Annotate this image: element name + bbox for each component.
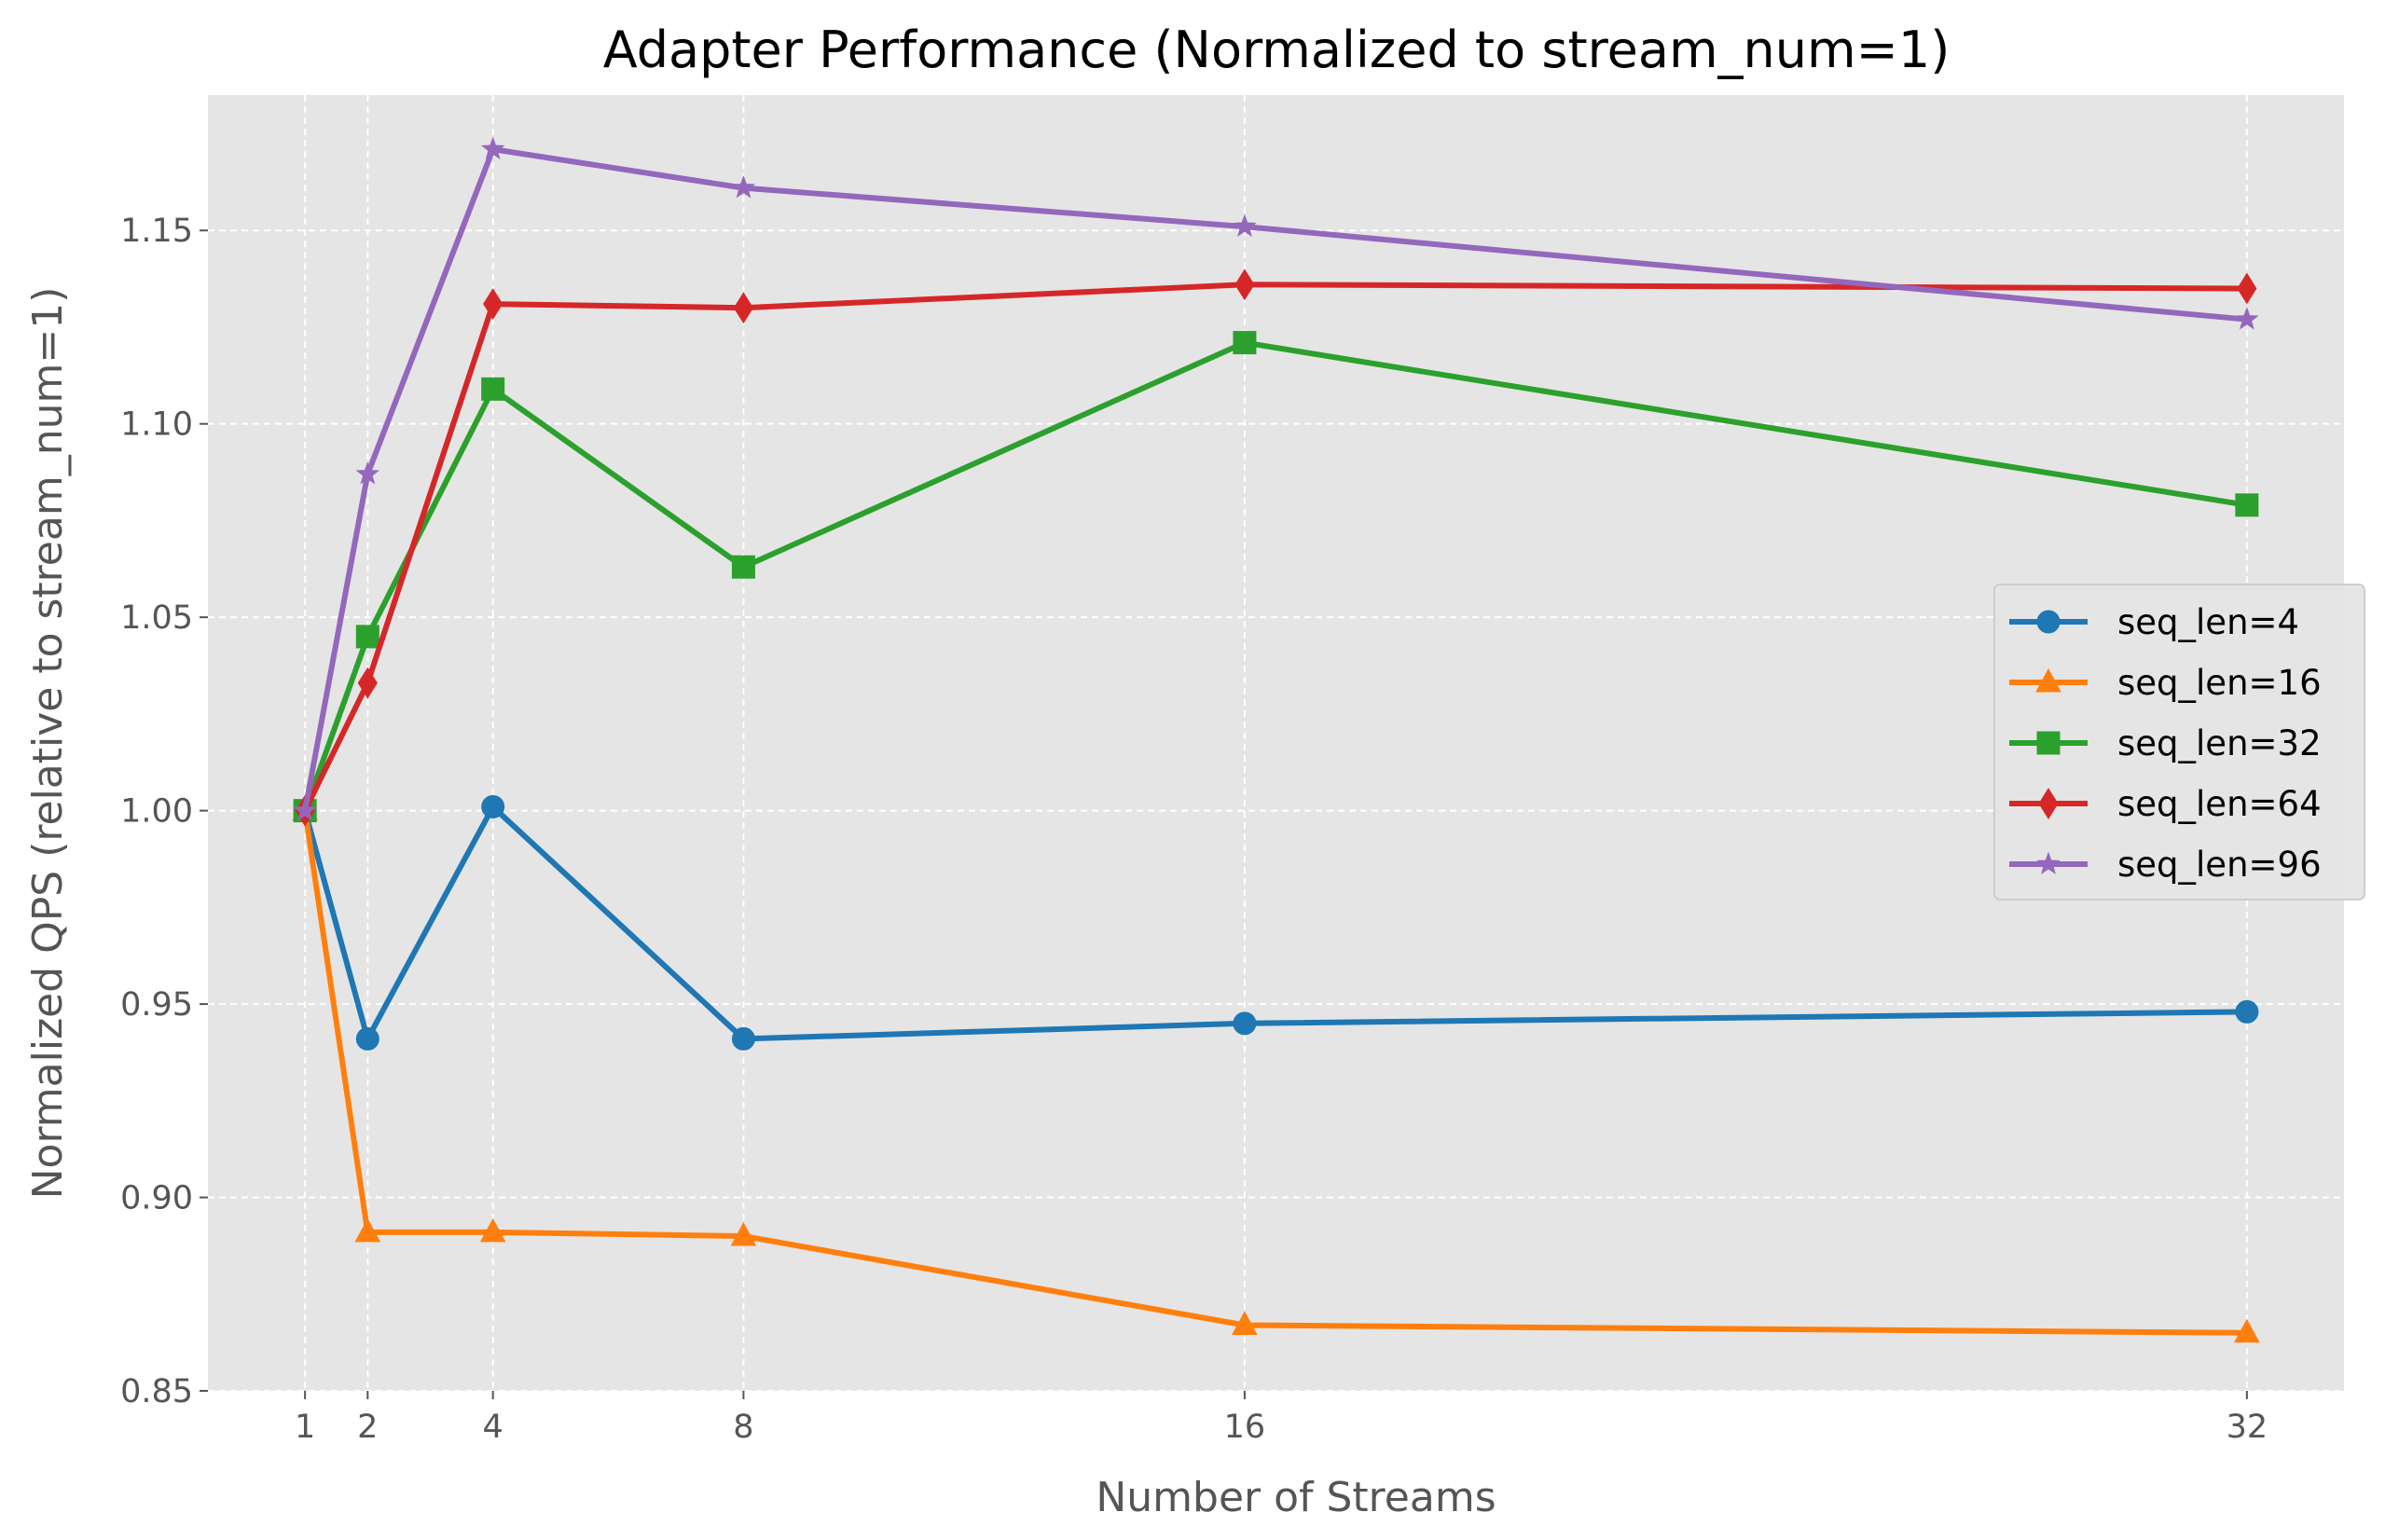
legend-label: seq_len=32 xyxy=(2117,723,2322,763)
data-point xyxy=(1234,268,1255,301)
data-point xyxy=(483,288,503,321)
series-line xyxy=(302,807,2250,1336)
y-tick-label: 0.85 xyxy=(120,1373,193,1410)
data-point xyxy=(479,1217,506,1243)
series-line xyxy=(302,146,2250,814)
plot-background xyxy=(208,95,2344,1391)
data-point xyxy=(1233,331,1257,355)
data-point xyxy=(731,175,756,199)
data-point xyxy=(2235,307,2259,330)
data-point xyxy=(481,794,505,818)
legend-label: seq_len=64 xyxy=(2117,784,2322,824)
x-tick-label: 1 xyxy=(295,1409,315,1446)
data-point xyxy=(354,1217,381,1243)
legend-label: seq_len=16 xyxy=(2117,663,2322,703)
legend-box xyxy=(1993,584,2365,901)
legend-marker xyxy=(2036,610,2061,634)
data-point xyxy=(1233,213,1257,237)
y-axis: 0.85 0.90 0.95 1.00 1.05 1.10 1.15 xyxy=(120,213,208,1410)
legend-marker xyxy=(2035,667,2061,693)
legend-item: seq_len=4 xyxy=(2009,602,2299,642)
x-axis-label: Number of Streams xyxy=(1096,1474,1496,1521)
y-tick-label: 0.95 xyxy=(120,986,193,1024)
data-point xyxy=(731,555,755,579)
data-point xyxy=(2235,493,2259,517)
x-axis: 1 2 4 8 16 32 xyxy=(295,1391,2268,1446)
x-tick-label: 2 xyxy=(357,1409,378,1446)
data-point xyxy=(1232,1311,1258,1335)
y-tick-label: 1.05 xyxy=(120,599,193,637)
data-point xyxy=(2235,999,2259,1024)
data-point xyxy=(355,625,379,649)
y-tick-label: 1.10 xyxy=(120,406,193,444)
legend-label: seq_len=96 xyxy=(2117,845,2322,885)
legend-marker xyxy=(2036,731,2061,755)
data-point xyxy=(733,292,754,324)
series-3 xyxy=(295,268,2257,827)
series-4 xyxy=(293,136,2259,821)
data-point xyxy=(480,136,505,159)
legend-item: seq_len=64 xyxy=(2009,784,2322,824)
legend-marker xyxy=(2036,851,2061,874)
series-layer xyxy=(292,136,2260,1343)
x-tick-label: 4 xyxy=(483,1409,503,1446)
legend-item: seq_len=96 xyxy=(2009,845,2322,885)
x-tick-label: 8 xyxy=(733,1409,753,1446)
data-point xyxy=(1233,1011,1257,1036)
chart-title: Adapter Performance (Normalized to strea… xyxy=(603,21,1951,79)
series-line xyxy=(302,804,2250,1042)
data-point xyxy=(2237,272,2257,305)
series-line xyxy=(302,282,2250,814)
data-point xyxy=(355,1026,379,1051)
data-point xyxy=(731,1026,755,1051)
legend-marker xyxy=(2038,788,2059,819)
data-point xyxy=(2234,1318,2260,1343)
y-tick-label: 1.15 xyxy=(120,213,193,250)
data-point xyxy=(293,798,317,821)
y-tick-label: 0.90 xyxy=(120,1180,193,1217)
legend-item: seq_len=32 xyxy=(2009,723,2322,763)
x-tick-label: 32 xyxy=(2227,1409,2268,1446)
series-line xyxy=(302,339,2250,814)
legend-item: seq_len=16 xyxy=(2009,663,2322,703)
legend-label: seq_len=4 xyxy=(2117,602,2299,642)
data-point xyxy=(357,667,378,699)
data-point xyxy=(355,461,380,485)
y-axis-label: Normalized QPS (relative to stream_num=1… xyxy=(24,287,72,1200)
data-point xyxy=(481,377,505,401)
data-point xyxy=(730,1221,757,1246)
y-tick-label: 1.00 xyxy=(120,793,193,831)
legend: seq_len=4 seq_len=16 seq_len=32 seq_len=64s… xyxy=(1993,584,2365,901)
x-tick-label: 16 xyxy=(1224,1409,1266,1446)
